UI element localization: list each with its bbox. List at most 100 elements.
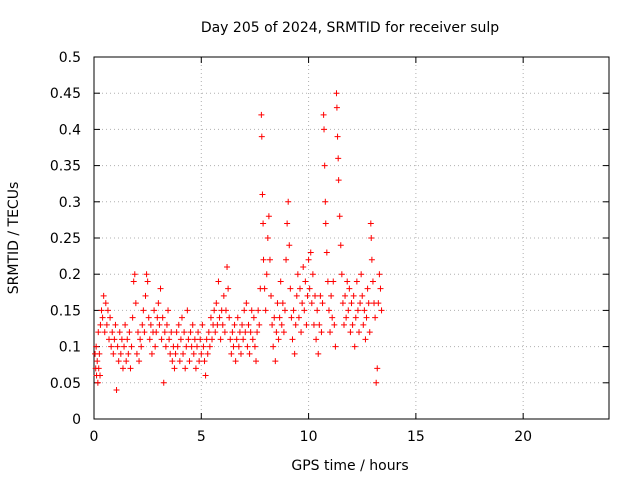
y-tick-label: 0.15: [50, 303, 81, 319]
data-point: [243, 300, 250, 307]
data-point: [168, 329, 175, 336]
data-point: [131, 271, 138, 278]
data-point: [196, 358, 203, 365]
x-axis-label: GPS time / hours: [291, 458, 408, 474]
data-point: [103, 321, 110, 328]
data-point: [127, 365, 134, 372]
data-point: [260, 220, 267, 227]
data-point: [137, 336, 144, 343]
data-point: [96, 350, 103, 357]
data-point: [276, 314, 283, 321]
data-point: [169, 358, 176, 365]
data-point: [339, 300, 346, 307]
data-point: [343, 314, 350, 321]
data-point: [325, 307, 332, 314]
data-point: [141, 329, 148, 336]
data-point: [152, 343, 159, 350]
data-point: [221, 329, 228, 336]
data-point: [331, 321, 338, 328]
data-point: [283, 256, 290, 263]
data-point: [124, 336, 131, 343]
data-point: [284, 220, 291, 227]
data-point: [260, 256, 267, 263]
data-point: [207, 314, 214, 321]
data-point: [345, 307, 352, 314]
data-point: [226, 314, 233, 321]
data-point: [354, 307, 361, 314]
data-point: [287, 285, 294, 292]
data-point: [248, 307, 255, 314]
data-point: [310, 321, 317, 328]
data-point: [215, 278, 222, 285]
data-point: [203, 336, 210, 343]
x-tick-label: 10: [300, 429, 318, 445]
data-point: [363, 314, 370, 321]
data-point: [369, 278, 376, 285]
data-point: [115, 358, 122, 365]
data-point: [274, 300, 281, 307]
y-tick-label: 0.4: [59, 122, 81, 138]
data-point: [97, 372, 104, 379]
data-point: [351, 343, 358, 350]
data-point: [225, 285, 232, 292]
data-point: [112, 321, 119, 328]
data-point: [160, 379, 167, 386]
data-point: [314, 307, 321, 314]
data-point: [237, 350, 244, 357]
data-point: [258, 111, 265, 118]
data-point: [306, 285, 313, 292]
data-point: [166, 336, 173, 343]
data-point: [121, 343, 128, 350]
data-point: [117, 350, 124, 357]
data-point: [253, 358, 260, 365]
data-point: [147, 321, 154, 328]
data-point: [100, 292, 107, 299]
data-point: [362, 336, 369, 343]
data-point: [334, 133, 341, 140]
data-point: [308, 300, 315, 307]
data-point: [245, 321, 252, 328]
data-point: [163, 321, 170, 328]
data-point: [130, 278, 137, 285]
data-point: [230, 343, 237, 350]
data-point: [301, 307, 308, 314]
data-point: [175, 321, 182, 328]
data-point: [106, 336, 113, 343]
data-point: [189, 321, 196, 328]
data-point: [184, 307, 191, 314]
data-point: [300, 263, 307, 270]
data-point: [320, 111, 327, 118]
data-point: [333, 90, 340, 97]
data-point: [360, 321, 367, 328]
data-point: [247, 329, 254, 336]
x-tick-label: 20: [514, 429, 532, 445]
data-point: [235, 343, 242, 350]
data-point: [254, 329, 261, 336]
data-point: [176, 358, 183, 365]
data-points: [92, 90, 385, 394]
x-tick-label: 5: [197, 429, 206, 445]
data-point: [122, 321, 129, 328]
data-point: [125, 350, 132, 357]
data-point: [143, 271, 150, 278]
data-point: [338, 271, 345, 278]
data-point: [290, 307, 297, 314]
data-point: [154, 314, 161, 321]
data-point: [366, 329, 373, 336]
data-point: [95, 329, 102, 336]
data-point: [102, 300, 109, 307]
data-point: [327, 329, 334, 336]
data-point: [190, 350, 197, 357]
data-point: [227, 336, 234, 343]
data-point: [151, 307, 158, 314]
data-point: [174, 343, 181, 350]
data-point: [195, 329, 202, 336]
data-point: [272, 358, 279, 365]
data-point: [275, 336, 282, 343]
data-point: [123, 358, 130, 365]
data-point: [249, 336, 256, 343]
data-point: [312, 292, 319, 299]
data-point: [316, 321, 323, 328]
data-point: [101, 329, 108, 336]
data-point: [313, 336, 320, 343]
